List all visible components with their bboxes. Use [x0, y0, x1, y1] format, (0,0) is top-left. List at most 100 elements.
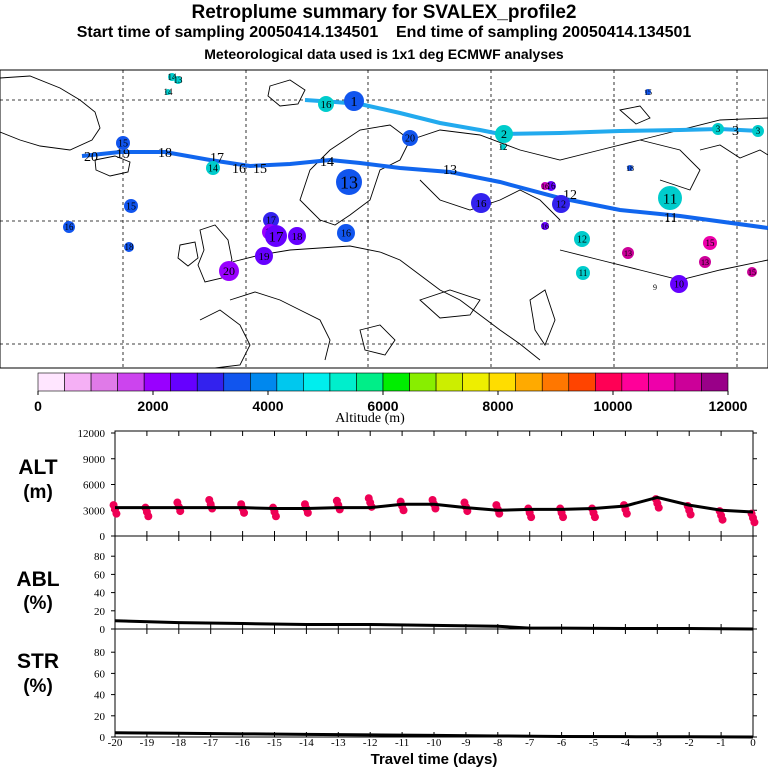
cluster-label: 1 — [351, 95, 358, 110]
x-tick-label: -14 — [299, 737, 314, 749]
traj-label: 14 — [320, 155, 334, 170]
cluster-label: 12 — [577, 235, 587, 246]
colorbar-swatch — [170, 372, 198, 392]
altitude-point — [750, 518, 759, 527]
colorbar-swatch — [488, 372, 516, 392]
cluster-marker — [703, 236, 717, 250]
colorbar-swatch — [196, 372, 225, 392]
cluster-marker — [500, 144, 506, 150]
panels-frame — [114, 430, 754, 738]
cluster-label: 20 — [223, 264, 235, 278]
x-tick-label: -1 — [717, 737, 726, 749]
altitude-point — [590, 513, 599, 522]
traj-label: 11 — [664, 211, 677, 226]
coastlines — [0, 75, 768, 369]
cluster-marker — [168, 73, 176, 81]
x-tick-label: -4 — [621, 737, 631, 749]
colorbar-swatch — [223, 372, 251, 392]
traj-label: 18 — [158, 146, 172, 161]
cluster-marker — [541, 222, 549, 230]
cluster-label: 13 — [340, 172, 358, 192]
colorbar-swatch — [541, 372, 570, 392]
altitude-point — [399, 506, 408, 515]
end-time: End time of sampling 20050414.134501 — [396, 24, 692, 41]
cluster-label: 16 — [476, 198, 488, 210]
cluster-marker — [337, 224, 355, 242]
x-tick-label: -3 — [653, 737, 663, 749]
x-tick-label: -7 — [525, 737, 535, 749]
abl-panel-label: ABL — [16, 568, 59, 591]
traj-label: 15 — [253, 162, 267, 177]
y-tick-label: 9000 — [83, 454, 106, 466]
cluster-label: 16 — [541, 182, 549, 191]
str-panel-label: STR — [17, 650, 59, 673]
fraction-line — [114, 731, 754, 739]
altitude-colorbar: 0 2000 4000 6000 8000 10000 12000 — [34, 372, 748, 414]
cluster-label: 16 — [321, 99, 333, 111]
cluster-label: 18 — [125, 242, 135, 252]
colorbar-swatch — [356, 372, 384, 392]
cluster-marker — [699, 256, 711, 268]
cluster-label: 11 — [579, 268, 588, 278]
cluster-label: 16 — [541, 222, 549, 231]
x-tick-label: -12 — [363, 737, 378, 749]
cluster-label: 13 — [701, 258, 709, 267]
cluster-label: 3 — [756, 126, 761, 136]
cluster-marker — [546, 181, 556, 191]
cluster-marker — [495, 125, 513, 143]
chart-title: Retroplume summary for SVALEX_profile2 — [191, 2, 577, 23]
sampling-times: Start time of sampling 20050414.134501 E… — [0, 24, 768, 42]
cluster-label: 2 — [501, 127, 507, 141]
x-tick-label: -8 — [493, 737, 503, 749]
colorbar-swatch — [382, 372, 410, 392]
altitude-point — [112, 509, 121, 518]
colorbar-tick-label: 10000 — [594, 398, 633, 414]
met-data-note: Meteorological data used is 1x1 deg ECMW… — [204, 46, 564, 62]
cluster-label: 14 — [208, 164, 218, 175]
cluster-label: 18 — [626, 164, 634, 173]
map-panel: 20 19 18 17 16 15 14 13 12 11 3 1 141314… — [0, 69, 768, 369]
altitude-point — [654, 503, 663, 512]
altitude-point — [144, 512, 153, 521]
y-tick-label: 0 — [100, 732, 106, 744]
y-tick-label: 60 — [94, 569, 106, 581]
cluster-label: 14 — [164, 87, 174, 97]
map-frame — [0, 69, 768, 369]
traj-label: 16 — [232, 162, 246, 177]
cluster-marker — [574, 231, 590, 247]
cluster-marker — [265, 225, 287, 247]
cluster-marker — [165, 89, 171, 95]
cluster-label: 15 — [118, 139, 128, 150]
start-time: Start time of sampling 20050414.134501 — [76, 24, 379, 41]
cluster-marker — [747, 267, 757, 277]
altitude-point — [559, 513, 568, 522]
abl-panel-unit: (%) — [23, 593, 53, 614]
colorbar-swatch — [90, 372, 118, 392]
y-tick-label: 40 — [94, 588, 106, 600]
cluster-label: 10 — [674, 280, 684, 291]
str-panel-unit: (%) — [23, 676, 53, 697]
cluster-marker — [670, 275, 688, 293]
traj-label: 20 — [84, 150, 98, 165]
x-tick-label: -10 — [427, 737, 442, 749]
cluster-label: 15 — [748, 268, 756, 277]
colorbar-swatch — [674, 372, 702, 392]
cluster-label: 12 — [556, 200, 566, 211]
colorbar-swatch — [37, 372, 65, 392]
altitude-point — [271, 512, 280, 521]
cluster-label: 19 — [259, 251, 271, 263]
x-tick-label: -2 — [685, 737, 694, 749]
cluster-marker — [288, 227, 306, 245]
cluster-marker — [627, 165, 633, 171]
x-tick-label: -13 — [331, 737, 346, 749]
cluster-marker — [622, 247, 634, 259]
altitude-point — [240, 508, 249, 517]
colorbar-swatch — [409, 372, 437, 392]
cluster-marker — [124, 199, 138, 213]
x-tick-label: -5 — [589, 737, 599, 749]
cluster-marker — [116, 136, 130, 150]
colorbar-swatch — [701, 372, 729, 392]
altitude-point — [718, 515, 727, 524]
xaxis-label: Travel time (days) — [371, 751, 498, 768]
